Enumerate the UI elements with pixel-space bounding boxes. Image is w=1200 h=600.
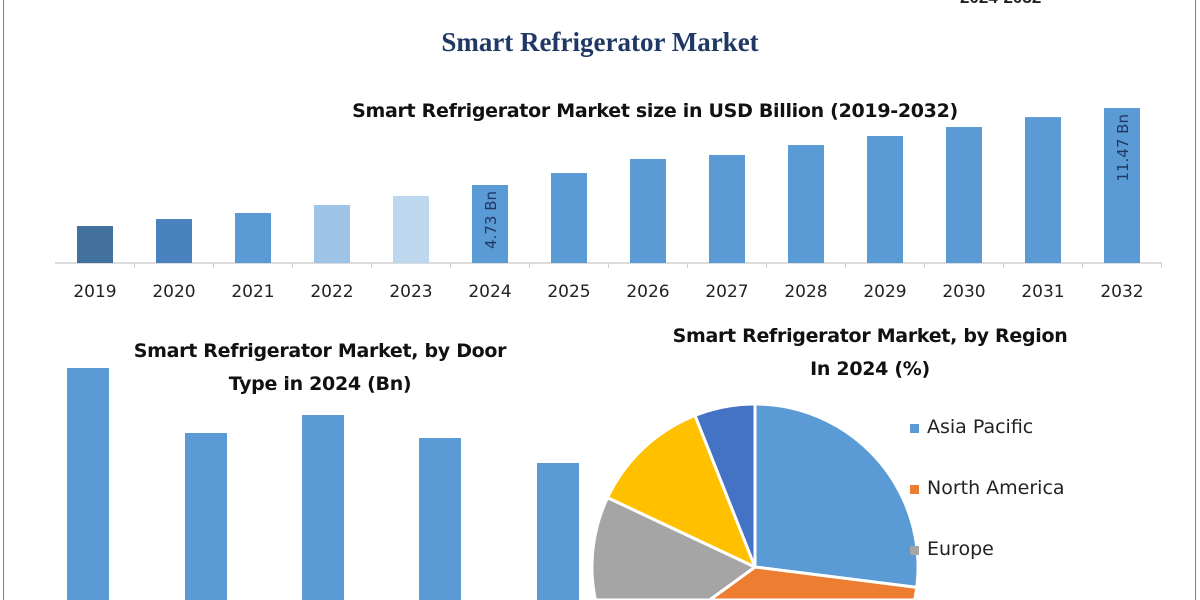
door-type-title-line2: Type in 2024 (Bn) bbox=[228, 373, 412, 395]
legend-item: Europe bbox=[910, 538, 1065, 599]
frame-left-border bbox=[3, 0, 4, 600]
door-type-title-line1: Smart Refrigerator Market, by Door bbox=[133, 340, 507, 362]
legend-item: North America bbox=[910, 477, 1065, 538]
tick-label-2024: 2024 bbox=[468, 282, 511, 302]
year-range: 2024-2032 bbox=[960, 0, 1041, 8]
door-type-bar-5 bbox=[537, 463, 579, 600]
main-title: Smart Refrigerator Market bbox=[441, 27, 759, 57]
door-type-bar-4 bbox=[419, 438, 461, 600]
frame-right-border bbox=[1195, 0, 1196, 600]
pie-slice-north-america bbox=[708, 565, 919, 600]
bar-2024 bbox=[472, 185, 508, 263]
legend-label: Asia Pacific bbox=[927, 416, 1034, 438]
tick-label-2025: 2025 bbox=[547, 282, 590, 302]
door-type-chart-title: Smart Refrigerator Market, by Door Type … bbox=[90, 335, 550, 401]
bar-2022 bbox=[314, 204, 350, 263]
legend-swatch bbox=[910, 485, 919, 494]
tick-label-2019: 2019 bbox=[73, 282, 116, 302]
pie-slice-unlabeled-5 bbox=[693, 402, 757, 569]
bar-2020 bbox=[156, 219, 192, 263]
pie-slice-asia-pacific bbox=[753, 402, 920, 589]
door-type-bar-1 bbox=[67, 368, 109, 600]
tick-label-2027: 2027 bbox=[705, 282, 748, 302]
legend-label: North America bbox=[927, 477, 1065, 499]
tick-label-2029: 2029 bbox=[863, 282, 906, 302]
tick-label-2023: 2023 bbox=[389, 282, 432, 302]
door-type-bar-3 bbox=[302, 415, 344, 600]
bar-2023 bbox=[393, 195, 429, 263]
legend-swatch bbox=[910, 424, 919, 433]
region-legend: Asia Pacific North America Europe bbox=[910, 416, 1065, 599]
bar-2030 bbox=[946, 126, 982, 264]
door-type-bar-2 bbox=[185, 433, 227, 600]
region-title-line2: In 2024 (%) bbox=[810, 358, 930, 380]
tick-label-2020: 2020 bbox=[152, 282, 195, 302]
region-chart-title: Smart Refrigerator Market, by Region In … bbox=[630, 320, 1110, 386]
region-title-line1: Smart Refrigerator Market, by Region bbox=[672, 325, 1068, 347]
bar-2032 bbox=[1104, 108, 1140, 263]
tick-label-2031: 2031 bbox=[1021, 282, 1064, 302]
bar-2031 bbox=[1025, 117, 1061, 263]
bar-2026 bbox=[630, 158, 666, 263]
data-label-2024: 4.73 Bn bbox=[482, 191, 500, 249]
data-label-2032: 11.47 Bn bbox=[1114, 114, 1132, 182]
tick-label-2021: 2021 bbox=[231, 282, 274, 302]
legend-item: Asia Pacific bbox=[910, 416, 1065, 477]
bar-2029 bbox=[867, 136, 903, 263]
market-size-chart-title: Smart Refrigerator Market size in USD Bi… bbox=[352, 100, 958, 122]
bar-2021 bbox=[235, 212, 271, 263]
pie-slice-europe bbox=[590, 496, 757, 600]
bar-2028 bbox=[788, 145, 824, 263]
legend-label: Europe bbox=[927, 538, 994, 560]
tick-label-2028: 2028 bbox=[784, 282, 827, 302]
tick-label-2032: 2032 bbox=[1100, 282, 1143, 302]
bar-2019 bbox=[77, 225, 113, 263]
bar-2025 bbox=[551, 173, 587, 263]
legend-swatch bbox=[910, 546, 919, 555]
pie-slice-unlabeled-4 bbox=[606, 413, 757, 569]
tick-label-2026: 2026 bbox=[626, 282, 669, 302]
tick-label-2022: 2022 bbox=[310, 282, 353, 302]
bar-2027 bbox=[709, 154, 745, 263]
tick-label-2030: 2030 bbox=[942, 282, 985, 302]
